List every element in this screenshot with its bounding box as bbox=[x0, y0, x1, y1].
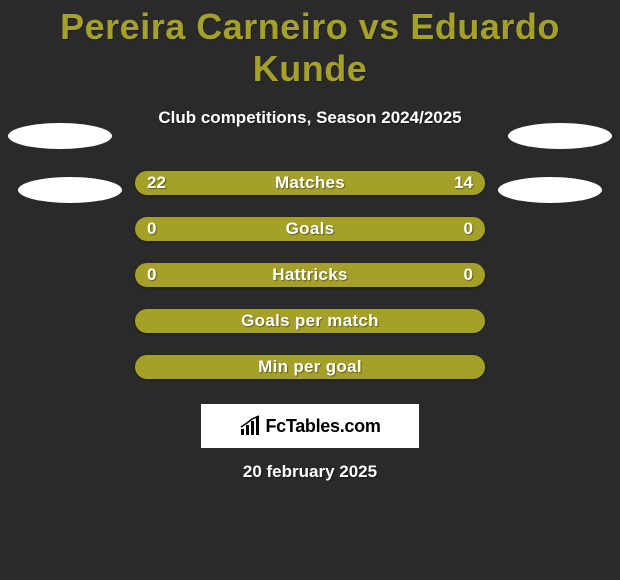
stat-label: Hattricks bbox=[272, 265, 347, 285]
stat-right-value: 0 bbox=[464, 219, 473, 239]
chart-icon bbox=[239, 415, 261, 437]
stat-row-hattricks: 0 Hattricks 0 bbox=[0, 252, 620, 298]
logo-text: FcTables.com bbox=[265, 416, 380, 437]
ellipse-decoration bbox=[18, 177, 122, 203]
stat-bar: 22 Matches 14 bbox=[135, 171, 485, 195]
stat-right-value: 14 bbox=[454, 173, 473, 193]
stat-left-value: 0 bbox=[147, 265, 156, 285]
logo-box: FcTables.com bbox=[201, 404, 419, 448]
footer-date: 20 february 2025 bbox=[0, 462, 620, 482]
page-title: Pereira Carneiro vs Eduardo Kunde bbox=[0, 0, 620, 90]
stat-left-value: 0 bbox=[147, 219, 156, 239]
ellipse-decoration bbox=[508, 123, 612, 149]
stat-label: Matches bbox=[275, 173, 345, 193]
ellipse-decoration bbox=[498, 177, 602, 203]
stat-label: Goals bbox=[286, 219, 335, 239]
logo-inner: FcTables.com bbox=[239, 415, 380, 437]
stat-bar: 0 Goals 0 bbox=[135, 217, 485, 241]
stat-row-min-per-goal: Min per goal bbox=[0, 344, 620, 390]
stat-row-goals: 0 Goals 0 bbox=[0, 206, 620, 252]
stat-label: Min per goal bbox=[258, 357, 362, 377]
stat-bar: Min per goal bbox=[135, 355, 485, 379]
stat-row-goals-per-match: Goals per match bbox=[0, 298, 620, 344]
stat-left-value: 22 bbox=[147, 173, 166, 193]
stat-bar: Goals per match bbox=[135, 309, 485, 333]
stat-label: Goals per match bbox=[241, 311, 379, 331]
ellipse-decoration bbox=[8, 123, 112, 149]
stat-right-value: 0 bbox=[464, 265, 473, 285]
stat-bar: 0 Hattricks 0 bbox=[135, 263, 485, 287]
